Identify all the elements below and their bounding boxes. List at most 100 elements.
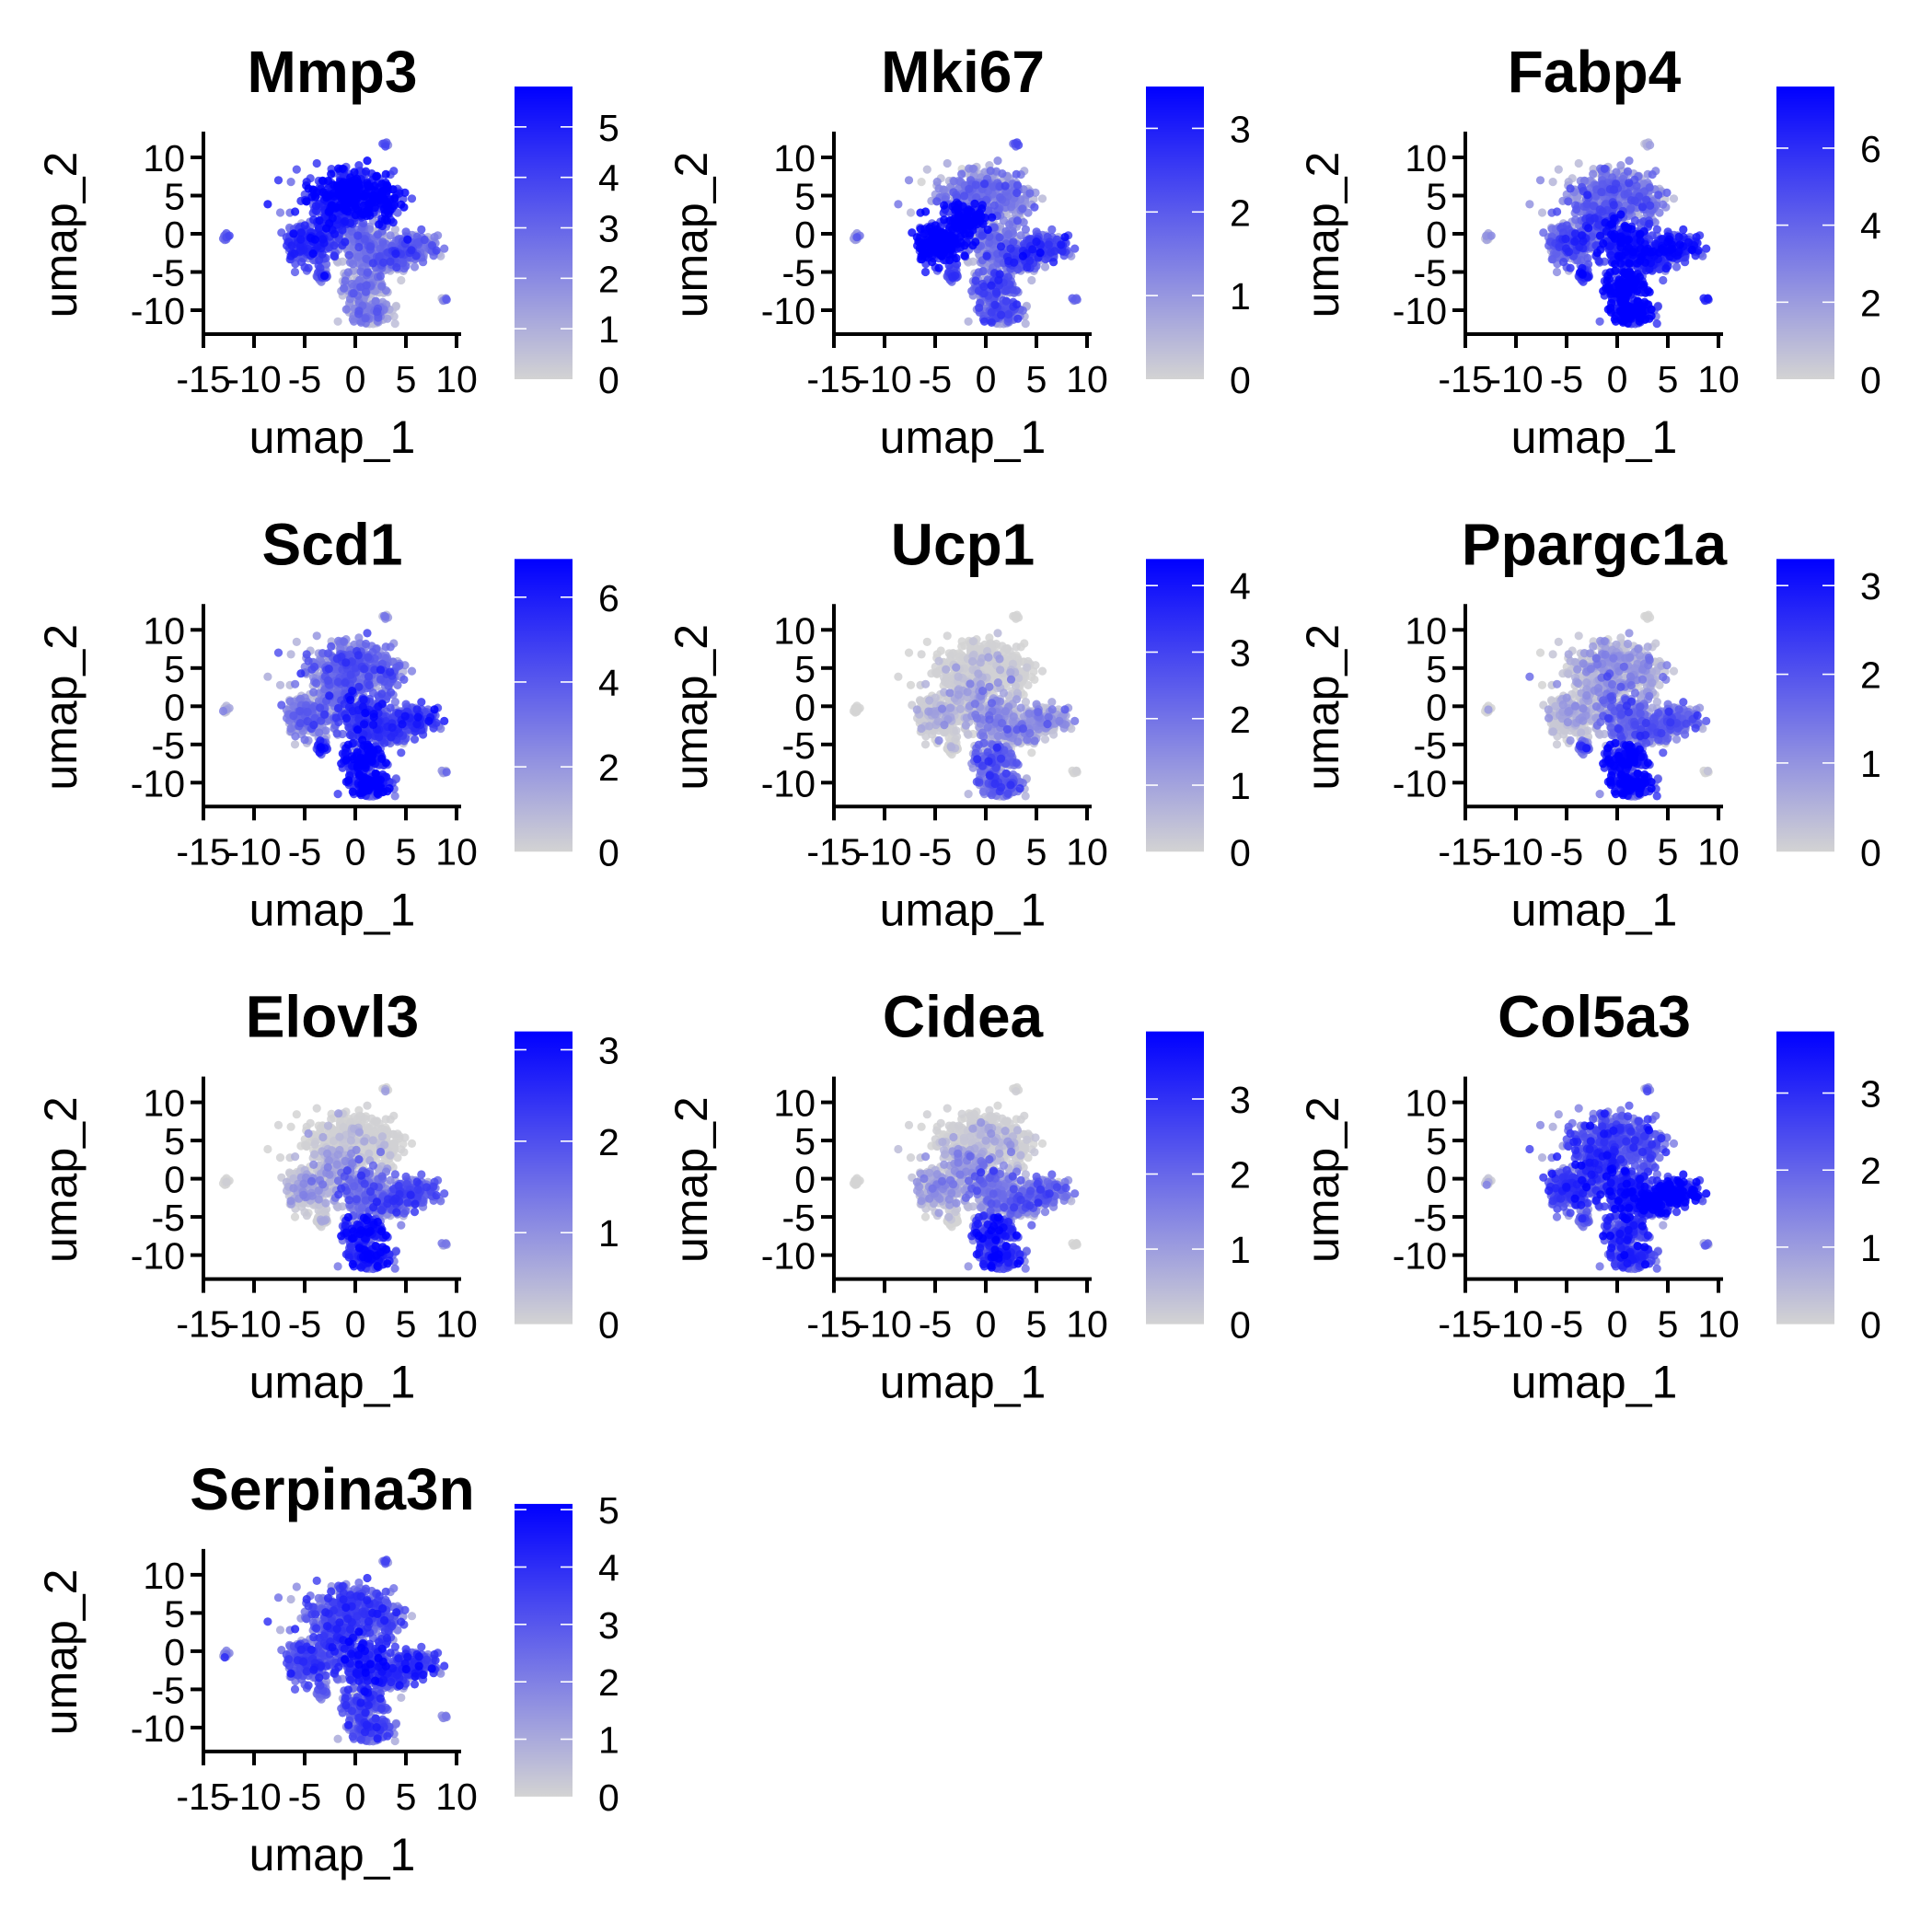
cell-point bbox=[1552, 267, 1562, 277]
cell-point bbox=[993, 156, 1002, 166]
cell-point bbox=[1025, 189, 1035, 198]
cell-point bbox=[390, 319, 399, 329]
cell-point bbox=[1648, 170, 1657, 179]
cell-point bbox=[354, 242, 364, 252]
cell-point bbox=[940, 215, 949, 225]
cell-point bbox=[1021, 319, 1030, 329]
cell-point bbox=[263, 200, 272, 209]
cell-point bbox=[349, 289, 358, 298]
cell-point bbox=[1060, 233, 1070, 242]
cell-point bbox=[979, 282, 989, 291]
cell-point bbox=[1027, 275, 1036, 285]
colorbar-tick-label: 3 bbox=[598, 208, 619, 250]
cell-point bbox=[379, 258, 388, 267]
y-tick-label: 10 bbox=[773, 137, 816, 179]
cell-point bbox=[365, 242, 376, 251]
x-tick-label: 0 bbox=[345, 358, 366, 400]
x-tick-label: 5 bbox=[1026, 358, 1047, 400]
y-axis-title: umap_2 bbox=[35, 152, 87, 318]
cell-point bbox=[290, 267, 300, 277]
colorbar-tick-label: 1 bbox=[1230, 275, 1251, 318]
cell-point bbox=[341, 276, 350, 285]
x-tick-label: -10 bbox=[857, 358, 911, 400]
cell-point bbox=[951, 272, 960, 281]
feature-panel-mki67: Mki67-15-10 -5 0 5 101050-5-10umap_1umap_201… bbox=[665, 39, 1251, 463]
cell-point bbox=[389, 167, 399, 176]
cell-point bbox=[978, 267, 988, 276]
cell-point bbox=[1012, 188, 1022, 198]
cell-point bbox=[353, 252, 363, 261]
cell-point bbox=[341, 205, 350, 215]
cell-point bbox=[338, 185, 347, 194]
cell-point bbox=[440, 244, 449, 253]
cell-point bbox=[403, 235, 412, 244]
cell-point bbox=[381, 169, 390, 179]
cell-point bbox=[920, 267, 931, 277]
scatter-points bbox=[1480, 138, 1713, 329]
y-tick-label: 0 bbox=[794, 214, 816, 256]
cell-point bbox=[358, 191, 367, 201]
cell-point bbox=[410, 262, 420, 272]
cell-point bbox=[381, 142, 390, 151]
cell-point bbox=[920, 252, 931, 261]
cell-point bbox=[1040, 262, 1050, 272]
cell-point bbox=[417, 225, 426, 234]
cell-point bbox=[1003, 230, 1013, 239]
cell-point bbox=[1070, 244, 1080, 253]
cell-point bbox=[225, 231, 234, 240]
colorbar-tick-label: 0 bbox=[1230, 359, 1251, 401]
cell-point bbox=[392, 262, 401, 272]
cell-point bbox=[957, 169, 966, 179]
cell-point bbox=[1004, 310, 1013, 319]
cell-point bbox=[964, 317, 973, 326]
cell-point bbox=[1574, 158, 1583, 168]
cell-point bbox=[968, 164, 978, 173]
x-axis-title: umap_1 bbox=[249, 411, 416, 463]
cell-point bbox=[1623, 167, 1633, 176]
y-axis-title: umap_2 bbox=[665, 152, 717, 318]
colorbar bbox=[515, 87, 573, 379]
cell-point bbox=[970, 199, 979, 208]
cell-point bbox=[1672, 262, 1682, 272]
x-tick-label: 10 bbox=[435, 358, 478, 400]
cell-point bbox=[1646, 141, 1655, 150]
cell-point bbox=[300, 221, 309, 230]
cell-point bbox=[1012, 300, 1022, 309]
cell-point bbox=[1050, 247, 1059, 256]
cell-point bbox=[1669, 194, 1679, 203]
cell-point bbox=[1662, 188, 1672, 197]
cell-point bbox=[924, 237, 934, 247]
cell-point bbox=[330, 241, 339, 250]
colorbar-tick-label: 1 bbox=[598, 308, 619, 351]
cell-point bbox=[1028, 245, 1037, 254]
colorbar-tick-label: 2 bbox=[1230, 191, 1251, 234]
cell-point bbox=[442, 295, 451, 305]
cell-point bbox=[372, 171, 382, 180]
x-tick-label: -15 bbox=[806, 358, 861, 400]
cell-point bbox=[401, 227, 411, 237]
cell-point bbox=[430, 233, 439, 242]
cell-point bbox=[995, 233, 1004, 242]
cell-point bbox=[354, 275, 364, 285]
x-tick-label: 5 bbox=[396, 358, 417, 400]
cell-point bbox=[1001, 181, 1010, 191]
cell-point bbox=[346, 173, 355, 182]
cell-point bbox=[347, 184, 356, 193]
cell-point bbox=[361, 167, 371, 176]
cell-point bbox=[386, 231, 395, 240]
cell-point bbox=[1035, 249, 1045, 258]
cell-point bbox=[342, 196, 352, 205]
panel-title: Fabp4 bbox=[1508, 39, 1682, 105]
cell-point bbox=[341, 305, 351, 314]
cell-point bbox=[989, 201, 999, 210]
cell-point bbox=[1021, 225, 1030, 234]
cell-point bbox=[998, 169, 1007, 179]
cell-point bbox=[932, 197, 942, 206]
cell-point bbox=[343, 268, 353, 277]
cell-point bbox=[391, 249, 400, 259]
cell-point bbox=[390, 225, 399, 234]
cell-point bbox=[380, 214, 389, 225]
cell-point bbox=[953, 239, 962, 249]
cell-point bbox=[354, 307, 364, 316]
cell-point bbox=[915, 244, 925, 253]
